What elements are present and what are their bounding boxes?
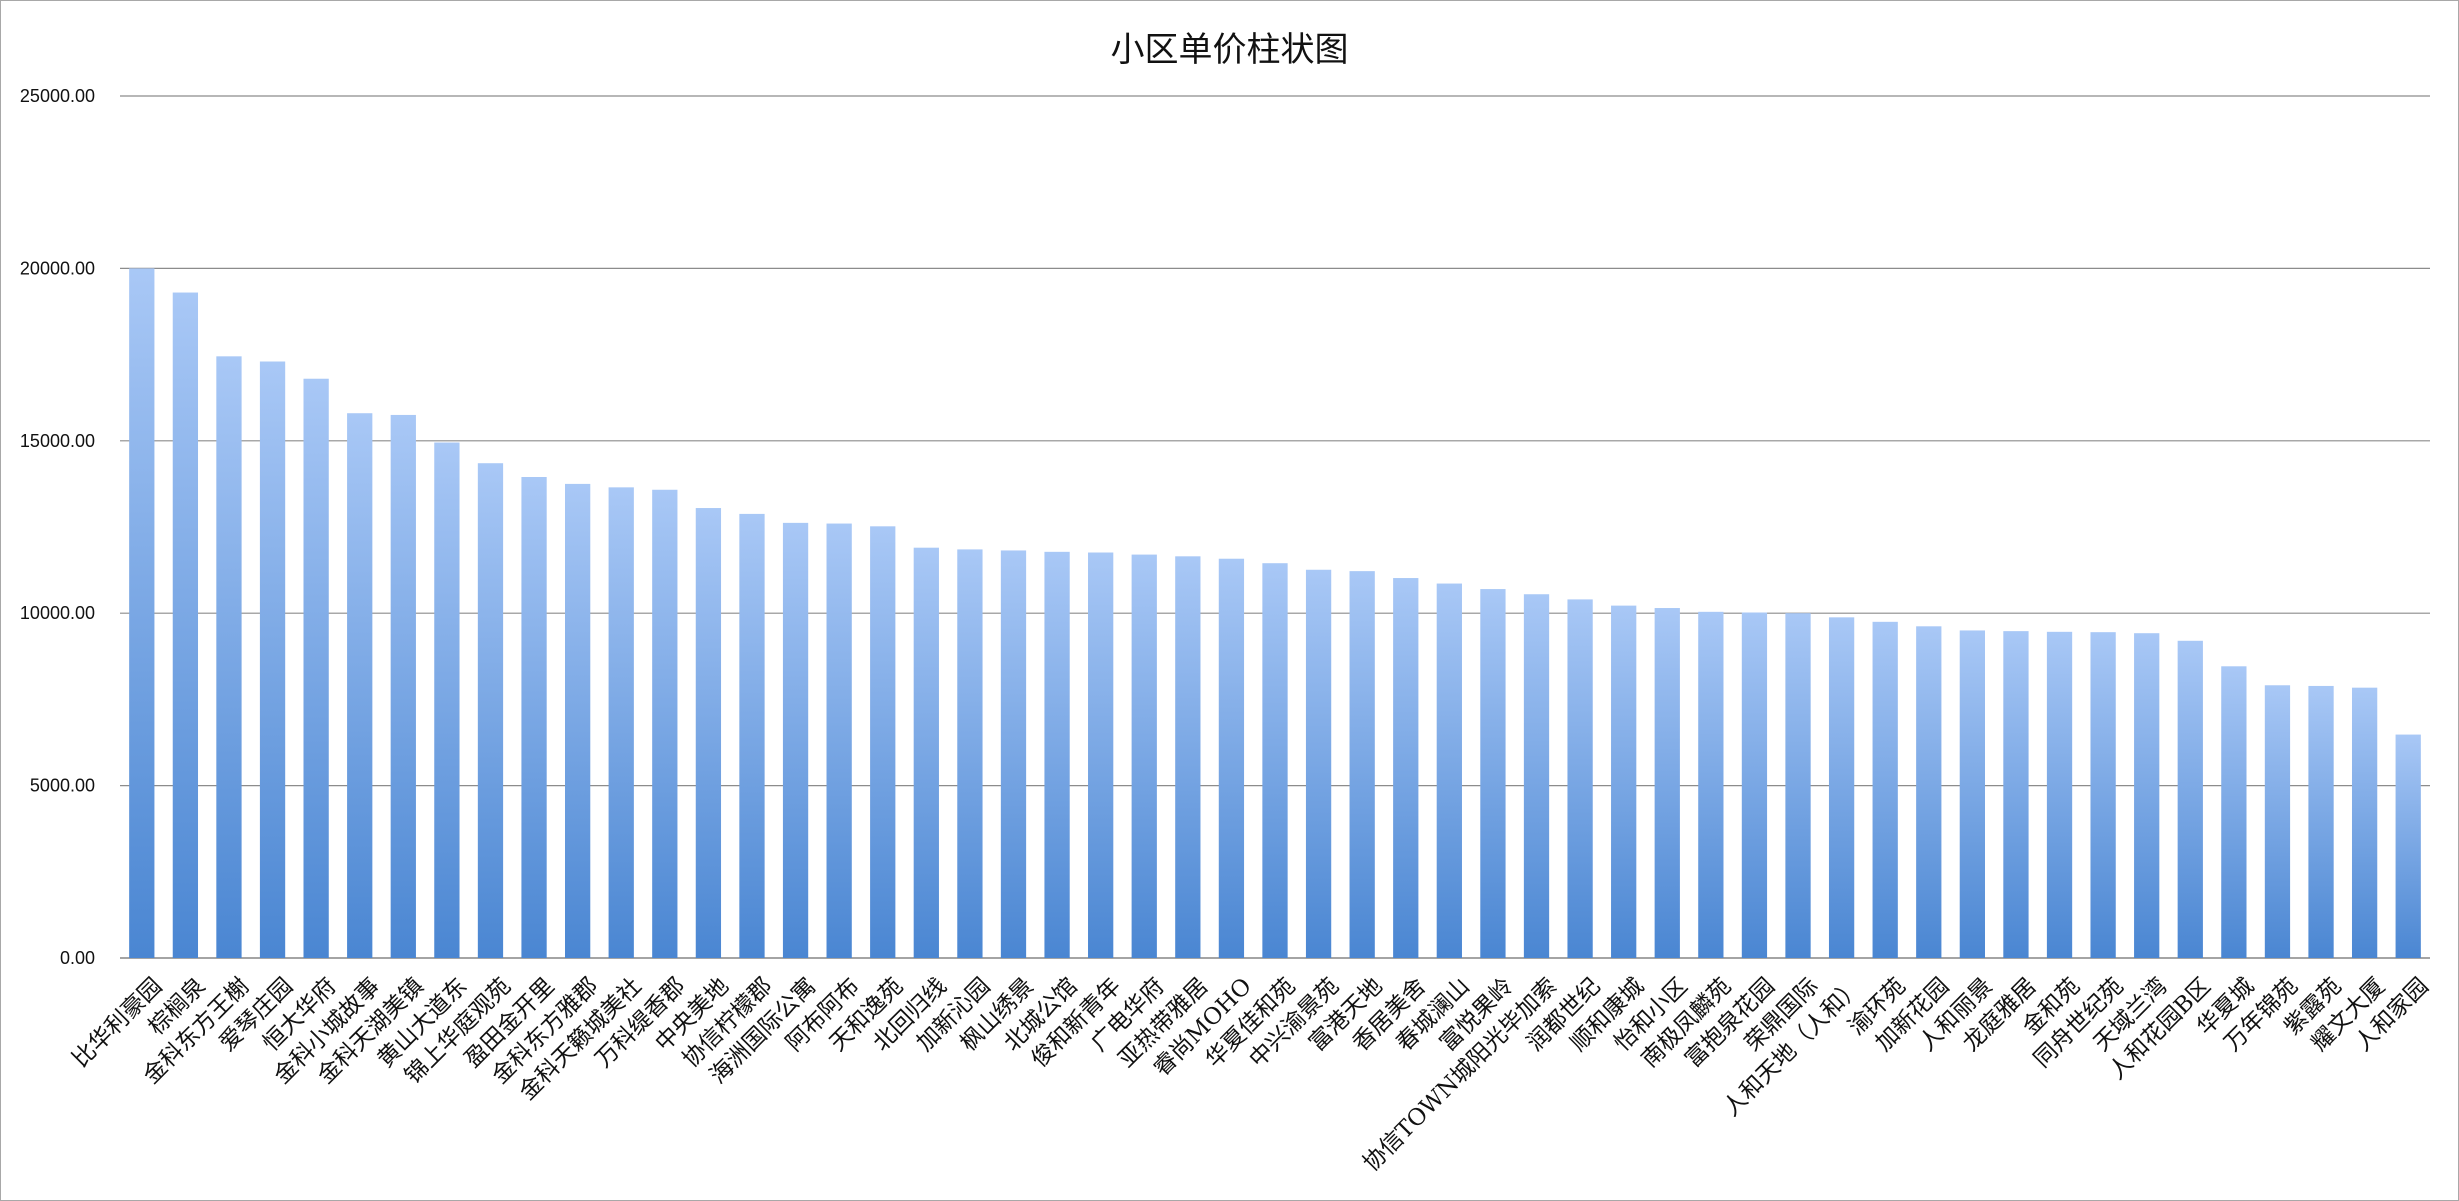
bar <box>259 361 286 959</box>
bar <box>1567 599 1593 958</box>
bar <box>608 487 634 958</box>
bar <box>347 413 373 958</box>
y-tick-label: 20000.00 <box>20 258 95 278</box>
bar <box>1000 550 1027 958</box>
y-tick-label: 5000.00 <box>30 776 95 796</box>
bar <box>2046 631 2073 958</box>
y-tick-label: 25000.00 <box>20 86 95 106</box>
bar <box>1828 617 1855 958</box>
bar <box>1305 569 1332 958</box>
bar <box>782 522 809 958</box>
bar <box>1088 552 1114 958</box>
bar <box>1654 608 1680 958</box>
bar <box>1349 571 1375 958</box>
bar <box>565 483 591 958</box>
bar <box>1262 563 1288 958</box>
bar <box>2090 632 2116 958</box>
bar <box>477 463 504 958</box>
y-tick-label: 15000.00 <box>20 431 95 451</box>
y-tick-label: 0.00 <box>60 948 95 968</box>
bar <box>1044 551 1070 958</box>
bar <box>2003 631 2029 958</box>
bar <box>1916 626 1942 958</box>
bar <box>1741 612 1768 958</box>
bar <box>2351 687 2378 958</box>
bar <box>957 549 983 958</box>
bar <box>216 356 242 959</box>
bar <box>303 378 329 959</box>
bar <box>2221 666 2247 958</box>
y-tick-label: 10000.00 <box>20 603 95 623</box>
bar <box>739 513 765 958</box>
bar <box>172 292 199 958</box>
bar <box>1698 611 1724 958</box>
bar <box>870 526 896 958</box>
bar <box>1523 594 1550 958</box>
bar <box>1480 589 1506 958</box>
bar <box>390 414 416 958</box>
bar <box>2308 685 2334 958</box>
bar <box>2395 734 2421 958</box>
chart-title: 小区单价柱状图 <box>1110 30 1349 70</box>
bar <box>2264 685 2291 958</box>
bar <box>826 523 852 958</box>
bar <box>129 268 155 958</box>
bar <box>1218 558 1245 958</box>
bar <box>434 442 460 958</box>
bar <box>1175 556 1201 958</box>
bar <box>1131 554 1157 958</box>
bar <box>1436 583 1462 958</box>
bar <box>1959 630 1985 958</box>
bar <box>652 489 678 958</box>
bar <box>1872 621 1898 958</box>
bar <box>1393 578 1419 958</box>
bar <box>913 547 939 958</box>
bar <box>1611 605 1637 958</box>
bar <box>2177 640 2203 958</box>
bar <box>521 477 547 958</box>
bar <box>2134 633 2160 958</box>
bar <box>1785 613 1811 958</box>
bar <box>695 508 722 958</box>
